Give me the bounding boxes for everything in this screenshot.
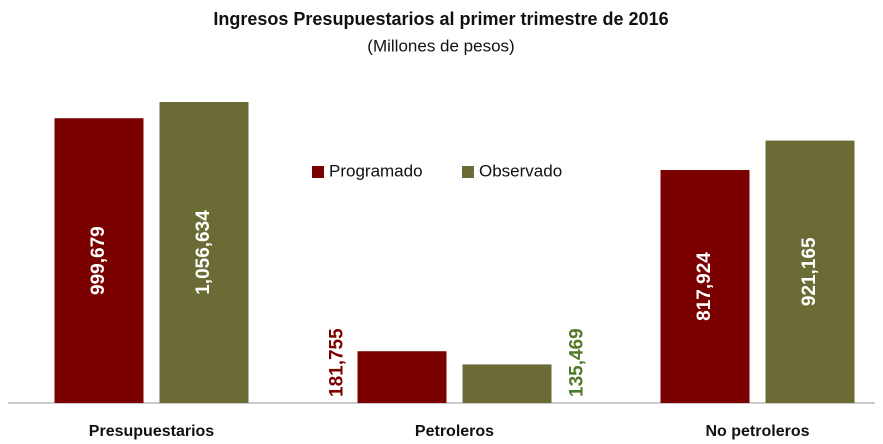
bar [462, 364, 552, 403]
bar [357, 351, 447, 403]
bar [765, 140, 855, 403]
legend-swatch [312, 166, 324, 178]
data-label: 181,755 [327, 328, 348, 397]
legend-label: Observado [479, 161, 562, 180]
data-label: 999,679 [88, 226, 109, 295]
x-tick-label: No petroleros [705, 423, 809, 440]
data-label: 817,924 [694, 252, 715, 321]
x-tick-label: Presupuestarios [89, 423, 214, 440]
legend-swatch [462, 166, 474, 178]
data-label: 135,469 [567, 328, 588, 397]
data-label: 921,165 [799, 237, 820, 306]
bar [159, 102, 249, 403]
bar [54, 118, 144, 403]
chart-title: Ingresos Presupuestarios al primer trime… [213, 9, 668, 29]
bar [660, 170, 750, 403]
data-label: 1,056,634 [193, 210, 214, 295]
legend-label: Programado [329, 161, 423, 180]
x-tick-label: Petroleros [415, 423, 494, 440]
chart-subtitle: (Millones de pesos) [367, 36, 514, 55]
